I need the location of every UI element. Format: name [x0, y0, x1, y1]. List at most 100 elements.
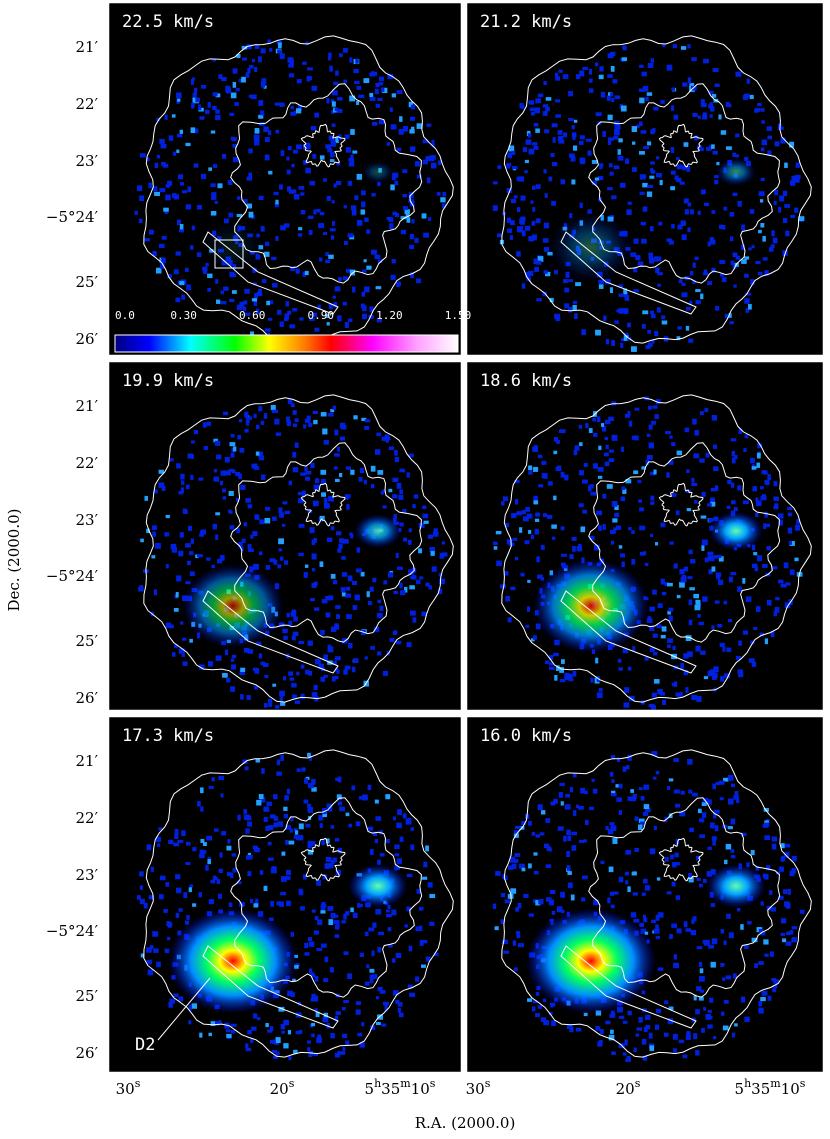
noise [168, 922, 172, 928]
noise [301, 767, 306, 772]
noise [760, 222, 765, 228]
noise [713, 466, 719, 472]
noise [523, 893, 529, 898]
noise [161, 235, 167, 240]
noise [259, 870, 264, 875]
noise [766, 480, 770, 486]
noise [527, 998, 533, 1002]
noise [292, 451, 297, 458]
noise [699, 883, 703, 888]
noise [300, 664, 305, 669]
noise [312, 410, 319, 415]
noise [327, 56, 332, 61]
noise [337, 1051, 341, 1055]
noise [243, 814, 250, 820]
noise [377, 97, 383, 102]
noise [199, 1032, 203, 1038]
noise [410, 104, 416, 110]
noise [666, 64, 673, 71]
noise [303, 778, 308, 784]
noise [144, 238, 150, 242]
noise [735, 154, 739, 158]
noise [254, 668, 260, 674]
noise [683, 142, 689, 147]
noise [618, 876, 624, 883]
noise [185, 543, 191, 548]
noise [567, 871, 572, 875]
noise [679, 582, 685, 588]
noise [566, 851, 571, 858]
noise [339, 538, 344, 544]
noise [676, 450, 683, 456]
noise [496, 560, 502, 567]
noise [633, 238, 639, 244]
noise [700, 293, 704, 300]
noise [329, 967, 334, 973]
noise [633, 918, 640, 923]
contour [588, 442, 781, 643]
noise [286, 169, 291, 175]
noise [328, 862, 334, 869]
noise [765, 523, 771, 528]
noise [711, 267, 716, 273]
noise [165, 184, 170, 188]
noise [786, 931, 791, 935]
noise [392, 631, 397, 635]
noise [524, 159, 529, 164]
noise [756, 555, 763, 562]
noise [232, 868, 237, 873]
noise [703, 676, 709, 680]
noise [187, 453, 193, 459]
noise [293, 834, 298, 839]
noise [764, 820, 769, 825]
noise [608, 1034, 615, 1041]
noise [554, 674, 558, 681]
noise [764, 953, 769, 957]
channel-panel: 21.2 km/s [466, 2, 824, 356]
noise [551, 162, 558, 167]
noise [190, 440, 195, 444]
noise [572, 135, 576, 141]
noise [271, 256, 277, 261]
noise [410, 146, 416, 152]
noise [338, 53, 343, 57]
noise [416, 889, 421, 894]
noise [525, 506, 531, 512]
noise [578, 442, 583, 447]
noise [764, 270, 769, 276]
noise [762, 564, 768, 568]
dec-tick-label: 22′ [76, 809, 99, 827]
noise [510, 198, 517, 204]
noise [255, 308, 260, 314]
noise [269, 1026, 274, 1032]
noise [627, 754, 632, 761]
noise [673, 681, 678, 687]
noise [274, 102, 281, 106]
noise [425, 582, 430, 587]
noise [399, 468, 406, 473]
noise [784, 843, 791, 848]
noise [584, 790, 588, 795]
noise [693, 593, 700, 599]
noise [563, 132, 568, 138]
noise [757, 271, 763, 276]
noise [330, 825, 335, 829]
noise [627, 410, 631, 416]
noise [534, 518, 540, 522]
noise [588, 78, 593, 83]
noise [629, 695, 635, 702]
noise [377, 1014, 383, 1020]
noise [696, 696, 702, 702]
noise [430, 162, 437, 169]
noise [697, 613, 701, 618]
noise [597, 1041, 602, 1047]
noise [578, 503, 584, 508]
noise [730, 783, 735, 788]
noise [263, 251, 270, 257]
noise [516, 176, 522, 182]
noise [319, 257, 323, 262]
noise [304, 466, 308, 472]
noise [409, 233, 415, 240]
noise [691, 57, 697, 62]
noise [548, 899, 554, 906]
